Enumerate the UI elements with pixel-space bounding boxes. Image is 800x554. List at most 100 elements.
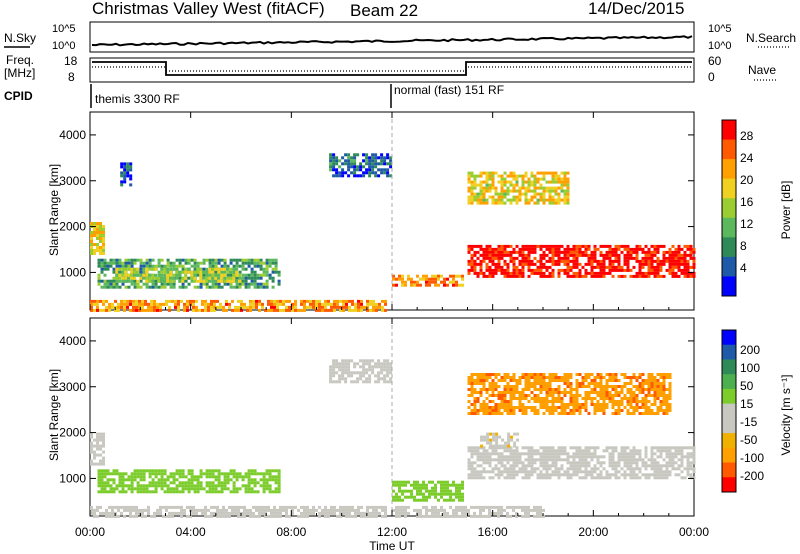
colorbar-segment	[722, 433, 736, 449]
data-region	[120, 162, 133, 187]
colorbar-tick-label: 16	[740, 195, 754, 209]
colorbar-segment	[722, 388, 736, 405]
colorbar-tick-label: 100	[740, 361, 760, 375]
colorbar-frame	[721, 329, 737, 493]
ytick-label: 4000	[59, 128, 86, 142]
colorbar-tick-label: -200	[740, 469, 764, 483]
freq-tick-low: 8	[68, 70, 75, 84]
xtick-label: 16:00	[478, 525, 508, 539]
xtick-label: 04:00	[176, 525, 206, 539]
velocity-colorbar-label: Velocity [m s⁻¹]	[779, 374, 793, 455]
freq-label-1: Freq.	[6, 53, 34, 67]
ytick-label: 1000	[59, 265, 86, 279]
ytick-label: 2000	[59, 220, 86, 234]
freq-strip-frame	[89, 57, 695, 83]
colorbar-tick-label: 20	[740, 173, 754, 187]
colorbar-segment	[722, 276, 736, 297]
ytick-label: 1000	[59, 471, 86, 485]
noise-tick-low-right: 10^0	[708, 40, 732, 52]
data-region	[97, 469, 281, 494]
colorbar-segment	[722, 330, 736, 346]
colorbar-segment	[722, 447, 736, 464]
colorbar-tick-label: -50	[740, 433, 758, 447]
colorbar-segment	[722, 462, 736, 478]
colorbar-tick-label: 50	[740, 379, 754, 393]
colorbar-segment	[722, 198, 736, 219]
colorbar-segment	[722, 237, 736, 258]
ytick-label: 4000	[59, 334, 86, 348]
freq-line	[92, 61, 692, 76]
colorbar-frame	[721, 119, 737, 297]
colorbar-tick-label: -100	[740, 451, 764, 465]
nave-line	[92, 66, 692, 72]
colorbar-segment	[722, 403, 736, 419]
velocity-panel: 1000 2000 3000 4000 00:00 04:00 08:00 12:00 16:0…	[59, 317, 764, 539]
data-region	[90, 432, 105, 466]
noise-tick-high: 10^5	[52, 23, 76, 35]
cpid-mode-2: normal (fast) 151 RF	[394, 83, 504, 97]
freq-label-2: [MHz]	[4, 66, 35, 80]
ytick-label: 3000	[59, 380, 86, 394]
xtick-label: 00:00	[679, 525, 709, 539]
noise-strip-frame	[89, 21, 695, 53]
date-title: 14/Dec/2015	[588, 0, 684, 18]
nsearch-label: N.Search	[746, 31, 796, 45]
power-colorbar-label: Power [dB]	[779, 181, 793, 240]
colorbar-segment	[722, 418, 736, 434]
cpid-label: CPID	[4, 89, 33, 103]
data-region	[90, 505, 387, 518]
colorbar-segment	[722, 178, 736, 199]
power-panel: 1000 2000 3000 4000 4 8 12 16 20 24 28	[59, 111, 754, 312]
colorbar-segment	[722, 359, 736, 375]
power-colorbar: 4 8 12 16 20 24 28	[721, 119, 754, 297]
colorbar-segment	[722, 374, 736, 390]
data-region	[115, 267, 242, 283]
station-title: Christmas Valley West (fitACF)	[92, 0, 325, 18]
data-region	[480, 432, 520, 448]
colorbar-segment	[722, 477, 736, 493]
colorbar-segment	[722, 217, 736, 238]
velocity-colorbar: 200 100 50 15 -15 -50 -100 -200	[721, 329, 764, 493]
data-region	[467, 373, 672, 415]
colorbar-tick-label: 8	[740, 239, 747, 253]
data-region	[392, 480, 464, 502]
power-ylabel: Slant Range [km]	[47, 164, 61, 256]
colorbar-segment	[722, 139, 736, 160]
colorbar-tick-label: 4	[740, 261, 747, 275]
data-region	[392, 274, 464, 287]
colorbar-tick-label: 12	[740, 217, 754, 231]
noise-sky-line	[91, 35, 693, 47]
ytick-label: 3000	[59, 174, 86, 188]
colorbar-tick-label: 200	[740, 343, 760, 357]
nave-tick-low: 0	[708, 70, 715, 84]
xaxis-label: Time UT	[369, 539, 415, 553]
noise-tick-high-right: 10^5	[708, 23, 732, 35]
cpid-mode-1: themis 3300 RF	[95, 92, 180, 106]
colorbar-tick-label: 28	[740, 129, 754, 143]
ytick-label: 2000	[59, 426, 86, 440]
xtick-label: 00:00	[75, 525, 105, 539]
nsky-label: N.Sky	[4, 31, 36, 45]
colorbar-tick-label: -15	[740, 415, 758, 429]
data-region	[329, 359, 393, 384]
colorbar-segment	[722, 344, 736, 360]
data-region	[467, 171, 570, 205]
nave-tick-high: 60	[708, 54, 722, 68]
data-region	[467, 446, 696, 480]
xtick-label: 08:00	[276, 525, 306, 539]
colorbar-segment	[722, 120, 736, 141]
data-region	[90, 299, 387, 312]
data-region	[329, 153, 393, 178]
data-region	[392, 505, 545, 518]
colorbar-tick-label: 24	[740, 151, 754, 165]
freq-tick-high: 18	[64, 54, 78, 68]
colorbar-segment	[722, 159, 736, 180]
noise-tick-low: 10^0	[52, 40, 76, 52]
xtick-label: 12:00	[377, 525, 407, 539]
colorbar-tick-label: 15	[740, 397, 754, 411]
nave-label: Nave	[748, 63, 776, 77]
beam-title: Beam 22	[350, 1, 418, 20]
colorbar-segment	[722, 256, 736, 277]
data-region	[467, 244, 696, 278]
